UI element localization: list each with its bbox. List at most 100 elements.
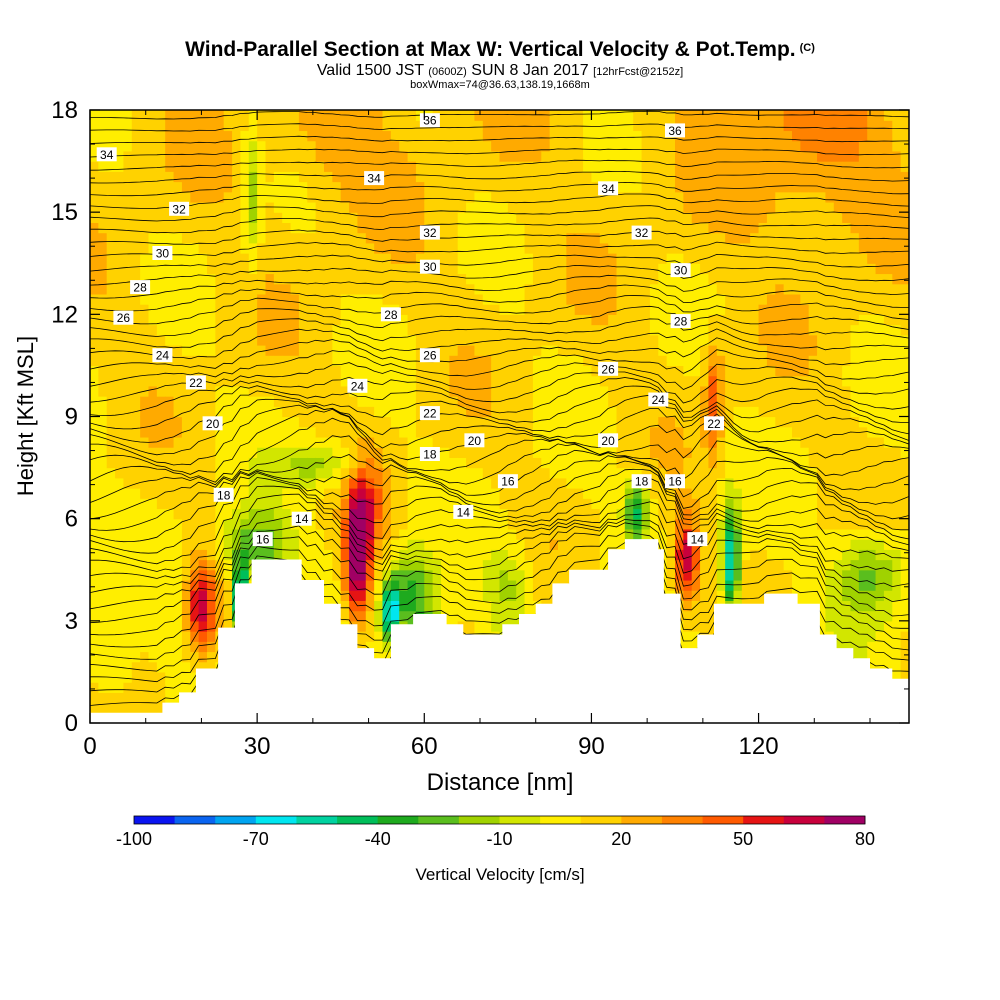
velocity-cell <box>683 498 693 510</box>
velocity-cell <box>282 242 292 254</box>
velocity-cell <box>106 396 116 407</box>
velocity-cell <box>482 171 492 183</box>
velocity-cell <box>215 191 225 203</box>
velocity-cell <box>98 559 108 571</box>
velocity-cell <box>649 181 659 193</box>
velocity-cell <box>466 171 476 183</box>
velocity-cell <box>524 283 534 295</box>
velocity-cell <box>190 457 200 469</box>
velocity-cell <box>733 314 743 326</box>
velocity-cell <box>716 355 726 367</box>
velocity-cell <box>474 140 484 152</box>
velocity-cell <box>349 171 359 183</box>
velocity-cell <box>223 212 233 223</box>
velocity-cell <box>115 528 125 540</box>
velocity-cell <box>691 242 701 254</box>
velocity-cell <box>616 253 626 264</box>
velocity-cell <box>441 447 450 458</box>
velocity-cell <box>215 355 225 367</box>
velocity-cell <box>608 242 618 254</box>
velocity-cell <box>507 426 517 438</box>
velocity-cell <box>733 150 743 162</box>
velocity-cell <box>516 355 526 367</box>
velocity-cell <box>123 488 133 499</box>
velocity-cell <box>466 396 476 407</box>
velocity-cell <box>541 467 551 479</box>
velocity-cell <box>156 590 166 601</box>
velocity-cell <box>491 385 501 397</box>
velocity-cell <box>340 201 350 213</box>
velocity-cell <box>474 283 484 295</box>
velocity-cell <box>248 457 258 469</box>
velocity-cell <box>491 406 501 418</box>
velocity-cell <box>374 344 384 356</box>
velocity-cell <box>240 385 250 397</box>
velocity-cell <box>232 314 242 326</box>
velocity-cell <box>499 201 509 213</box>
velocity-cell <box>223 355 233 367</box>
velocity-cell <box>357 447 367 458</box>
velocity-cell <box>608 457 618 469</box>
velocity-cell <box>775 467 785 479</box>
velocity-cell <box>98 508 108 520</box>
velocity-cell <box>173 600 183 612</box>
velocity-cell <box>257 283 267 295</box>
velocity-cell <box>181 191 191 203</box>
velocity-cell <box>750 191 760 203</box>
velocity-cell <box>758 406 768 418</box>
velocity-cell <box>474 385 484 397</box>
velocity-cell <box>574 161 584 172</box>
velocity-cell <box>390 273 400 285</box>
velocity-cell <box>131 385 141 397</box>
velocity-cell <box>541 201 551 213</box>
velocity-cell <box>675 324 684 336</box>
velocity-cell <box>390 253 400 264</box>
velocity-cell <box>307 140 317 152</box>
velocity-cell <box>140 416 150 428</box>
velocity-cell <box>633 355 643 367</box>
velocity-cell <box>357 590 367 601</box>
velocity-cell <box>181 610 191 622</box>
velocity-cell <box>315 304 325 315</box>
velocity-cell <box>725 334 735 346</box>
velocity-cell <box>115 477 125 489</box>
velocity-cell <box>298 304 308 315</box>
velocity-cell <box>741 130 751 142</box>
velocity-cell <box>298 498 308 510</box>
velocity-cell <box>641 130 651 142</box>
velocity-cell <box>741 222 751 234</box>
velocity-cell <box>190 273 200 285</box>
velocity-cell <box>90 375 99 387</box>
velocity-cell <box>106 334 116 346</box>
velocity-cell <box>758 528 768 540</box>
velocity-cell <box>691 569 701 581</box>
velocity-cell <box>374 457 384 469</box>
velocity-cell <box>424 375 434 387</box>
velocity-cell <box>574 467 584 479</box>
velocity-cell <box>140 457 150 469</box>
velocity-cell <box>532 253 542 264</box>
velocity-cell <box>382 201 392 213</box>
velocity-cell <box>641 150 651 162</box>
velocity-cell <box>516 304 526 315</box>
velocity-cell <box>173 579 183 591</box>
velocity-cell <box>574 273 584 285</box>
velocity-cell <box>758 559 768 571</box>
velocity-cell <box>482 518 492 530</box>
velocity-cell <box>449 600 459 612</box>
velocity-cell <box>733 130 743 142</box>
velocity-cell <box>173 477 183 489</box>
velocity-cell <box>466 528 476 540</box>
velocity-cell <box>658 436 668 448</box>
velocity-cell <box>491 273 501 285</box>
velocity-cell <box>708 293 718 305</box>
velocity-cell <box>215 385 225 397</box>
velocity-cell <box>466 488 476 499</box>
velocity-cell <box>340 610 350 622</box>
velocity-cell <box>349 130 359 142</box>
velocity-cell <box>516 222 526 234</box>
velocity-cell <box>382 477 392 489</box>
velocity-cell <box>265 181 275 193</box>
velocity-cell <box>733 181 743 193</box>
velocity-cell <box>407 396 417 407</box>
